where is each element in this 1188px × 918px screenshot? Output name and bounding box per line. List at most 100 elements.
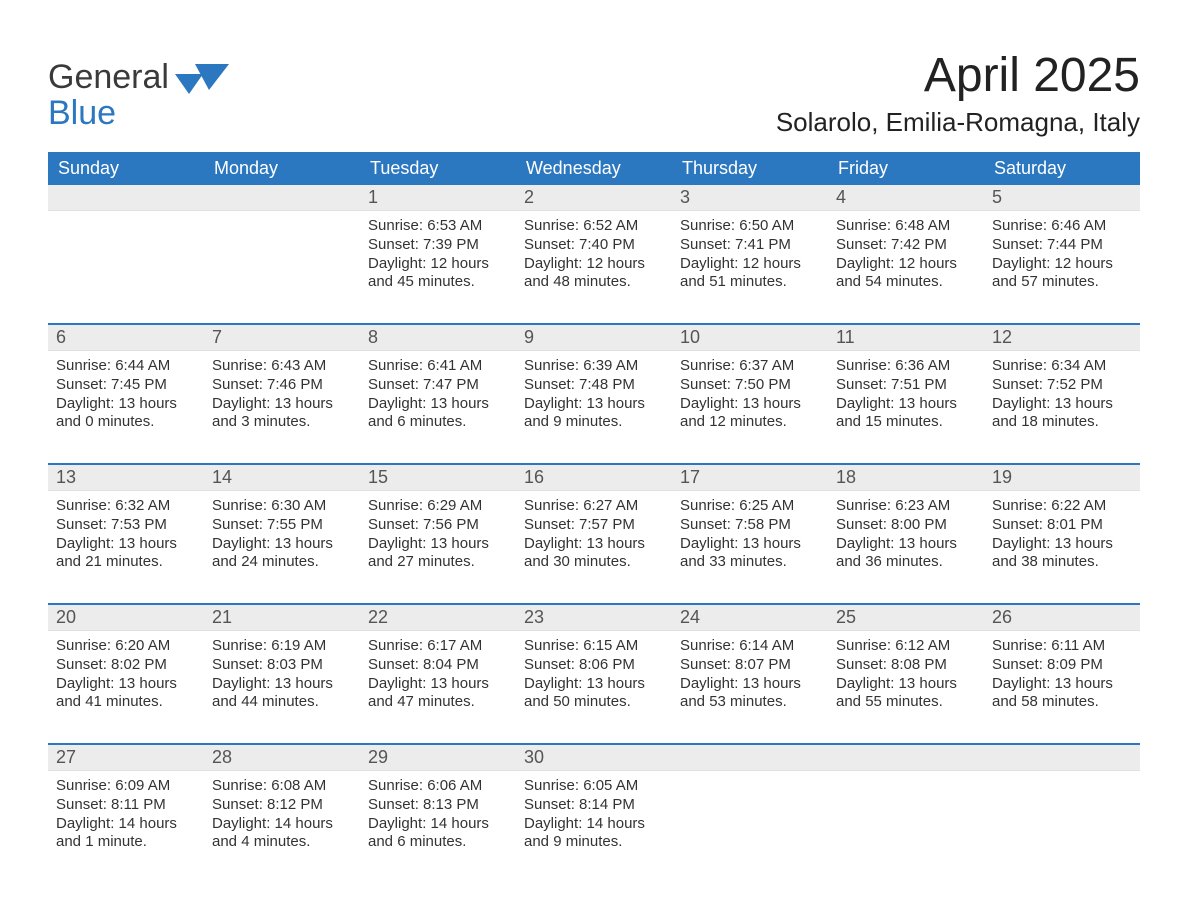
sunrise-text: Sunrise: 6:46 AM	[992, 217, 1132, 236]
sunrise-text: Sunrise: 6:50 AM	[680, 217, 820, 236]
calendar-day: 25 Sunrise: 6:12 AMSunset: 8:08 PMDayligh…	[828, 605, 984, 737]
calendar-day: 26Sunrise: 6:11 AMSunset: 8:09 PMDayligh…	[984, 605, 1140, 737]
sunrise-text: Sunrise: 6:20 AM	[56, 637, 196, 656]
day-number: 19	[984, 465, 1140, 491]
sunrise-text: Sunrise: 6:06 AM	[368, 777, 508, 796]
day-details: Sunrise: 6:39 AMSunset: 7:48 PMDaylight:…	[516, 351, 672, 436]
sunrise-text: Sunrise: 6:12 AM	[836, 637, 976, 656]
day-number: 23	[516, 605, 672, 631]
day-number	[48, 185, 204, 211]
dow-wednesday: Wednesday	[516, 152, 672, 185]
sunrise-text: Sunrise: 6:22 AM	[992, 497, 1132, 516]
daylight-text: Daylight: 13 hours and 58 minutes.	[992, 675, 1132, 713]
calendar-day	[672, 745, 828, 877]
day-number: 3	[672, 185, 828, 211]
calendar-day	[828, 745, 984, 877]
daylight-text: Daylight: 13 hours and 9 minutes.	[524, 395, 664, 433]
dow-friday: Friday	[828, 152, 984, 185]
sunrise-text: Sunrise: 6:09 AM	[56, 777, 196, 796]
sunrise-text: Sunrise: 6:36 AM	[836, 357, 976, 376]
day-number: 2	[516, 185, 672, 211]
daylight-text: Daylight: 13 hours and 38 minutes.	[992, 535, 1132, 573]
calendar-day: 9Sunrise: 6:39 AMSunset: 7:48 PMDaylight…	[516, 325, 672, 457]
sunset-text: Sunset: 8:11 PM	[56, 796, 196, 815]
brand-logo: General Blue	[48, 48, 229, 131]
calendar-day: 20Sunrise: 6:20 AMSunset: 8:02 PMDayligh…	[48, 605, 204, 737]
day-details: Sunrise: 6:41 AMSunset: 7:47 PMDaylight:…	[360, 351, 516, 436]
sunrise-text: Sunrise: 6:15 AM	[524, 637, 664, 656]
sunset-text: Sunset: 8:02 PM	[56, 656, 196, 675]
calendar: Sunday Monday Tuesday Wednesday Thursday…	[48, 152, 1140, 877]
sunset-text: Sunset: 7:50 PM	[680, 376, 820, 395]
daylight-text: Daylight: 13 hours and 6 minutes.	[368, 395, 508, 433]
day-number: 28	[204, 745, 360, 771]
day-details: Sunrise: 6:05 AMSunset: 8:14 PMDaylight:…	[516, 771, 672, 856]
week-row: 6Sunrise: 6:44 AMSunset: 7:45 PMDaylight…	[48, 323, 1140, 457]
day-number: 16	[516, 465, 672, 491]
sunset-text: Sunset: 8:08 PM	[836, 656, 976, 675]
day-number: 18	[828, 465, 984, 491]
day-details: Sunrise: 6:34 AMSunset: 7:52 PMDaylight:…	[984, 351, 1140, 436]
sunrise-text: Sunrise: 6:23 AM	[836, 497, 976, 516]
day-details: Sunrise: 6:22 AMSunset: 8:01 PMDaylight:…	[984, 491, 1140, 576]
sunset-text: Sunset: 7:46 PM	[212, 376, 352, 395]
daylight-text: Daylight: 13 hours and 21 minutes.	[56, 535, 196, 573]
day-of-week-header: Sunday Monday Tuesday Wednesday Thursday…	[48, 152, 1140, 185]
day-details: Sunrise: 6:32 AMSunset: 7:53 PMDaylight:…	[48, 491, 204, 576]
sunrise-text: Sunrise: 6:52 AM	[524, 217, 664, 236]
calendar-day: 29Sunrise: 6:06 AMSunset: 8:13 PMDayligh…	[360, 745, 516, 877]
day-number	[984, 745, 1140, 771]
sunset-text: Sunset: 8:14 PM	[524, 796, 664, 815]
calendar-day: 22Sunrise: 6:17 AMSunset: 8:04 PMDayligh…	[360, 605, 516, 737]
daylight-text: Daylight: 12 hours and 45 minutes.	[368, 255, 508, 293]
sunrise-text: Sunrise: 6:43 AM	[212, 357, 352, 376]
sunrise-text: Sunrise: 6:25 AM	[680, 497, 820, 516]
daylight-text: Daylight: 12 hours and 51 minutes.	[680, 255, 820, 293]
daylight-text: Daylight: 13 hours and 53 minutes.	[680, 675, 820, 713]
daylight-text: Daylight: 13 hours and 27 minutes.	[368, 535, 508, 573]
dow-tuesday: Tuesday	[360, 152, 516, 185]
daylight-text: Daylight: 13 hours and 55 minutes.	[836, 675, 976, 713]
day-number: 11	[828, 325, 984, 351]
sunset-text: Sunset: 8:06 PM	[524, 656, 664, 675]
calendar-day: 6Sunrise: 6:44 AMSunset: 7:45 PMDaylight…	[48, 325, 204, 457]
calendar-day: 1Sunrise: 6:53 AMSunset: 7:39 PMDaylight…	[360, 185, 516, 317]
calendar-day: 24Sunrise: 6:14 AMSunset: 8:07 PMDayligh…	[672, 605, 828, 737]
sunset-text: Sunset: 7:39 PM	[368, 236, 508, 255]
day-number: 1	[360, 185, 516, 211]
sunset-text: Sunset: 8:01 PM	[992, 516, 1132, 535]
day-details: Sunrise: 6:53 AMSunset: 7:39 PMDaylight:…	[360, 211, 516, 296]
sunset-text: Sunset: 8:09 PM	[992, 656, 1132, 675]
sunset-text: Sunset: 7:51 PM	[836, 376, 976, 395]
day-details: Sunrise: 6:11 AMSunset: 8:09 PMDaylight:…	[984, 631, 1140, 716]
daylight-text: Daylight: 13 hours and 24 minutes.	[212, 535, 352, 573]
day-details: Sunrise: 6:09 AMSunset: 8:11 PMDaylight:…	[48, 771, 204, 856]
week-row: 27Sunrise: 6:09 AMSunset: 8:11 PMDayligh…	[48, 743, 1140, 877]
weeks-container: 1Sunrise: 6:53 AMSunset: 7:39 PMDaylight…	[48, 185, 1140, 877]
sunrise-text: Sunrise: 6:05 AM	[524, 777, 664, 796]
calendar-day: 23Sunrise: 6:15 AMSunset: 8:06 PMDayligh…	[516, 605, 672, 737]
day-number: 4	[828, 185, 984, 211]
day-number: 25	[828, 605, 984, 631]
day-number: 12	[984, 325, 1140, 351]
title-block: April 2025 Solarolo, Emilia-Romagna, Ita…	[776, 48, 1140, 138]
sunset-text: Sunset: 8:13 PM	[368, 796, 508, 815]
week-row: 1Sunrise: 6:53 AMSunset: 7:39 PMDaylight…	[48, 185, 1140, 317]
page: General Blue April 2025 Solarolo, Emilia…	[0, 0, 1188, 877]
sunset-text: Sunset: 8:04 PM	[368, 656, 508, 675]
sunrise-text: Sunrise: 6:08 AM	[212, 777, 352, 796]
title-month: April 2025	[776, 48, 1140, 103]
sunset-text: Sunset: 7:57 PM	[524, 516, 664, 535]
day-details: Sunrise: 6:17 AMSunset: 8:04 PMDaylight:…	[360, 631, 516, 716]
calendar-day: 14Sunrise: 6:30 AMSunset: 7:55 PMDayligh…	[204, 465, 360, 597]
daylight-text: Daylight: 13 hours and 3 minutes.	[212, 395, 352, 433]
sunrise-text: Sunrise: 6:34 AM	[992, 357, 1132, 376]
calendar-day	[204, 185, 360, 317]
calendar-day: 10Sunrise: 6:37 AMSunset: 7:50 PMDayligh…	[672, 325, 828, 457]
day-number: 22	[360, 605, 516, 631]
day-details: Sunrise: 6:30 AMSunset: 7:55 PMDaylight:…	[204, 491, 360, 576]
sunset-text: Sunset: 8:03 PM	[212, 656, 352, 675]
brand-line2: Blue	[48, 94, 116, 132]
day-number: 15	[360, 465, 516, 491]
brand-text: General Blue	[48, 60, 169, 131]
